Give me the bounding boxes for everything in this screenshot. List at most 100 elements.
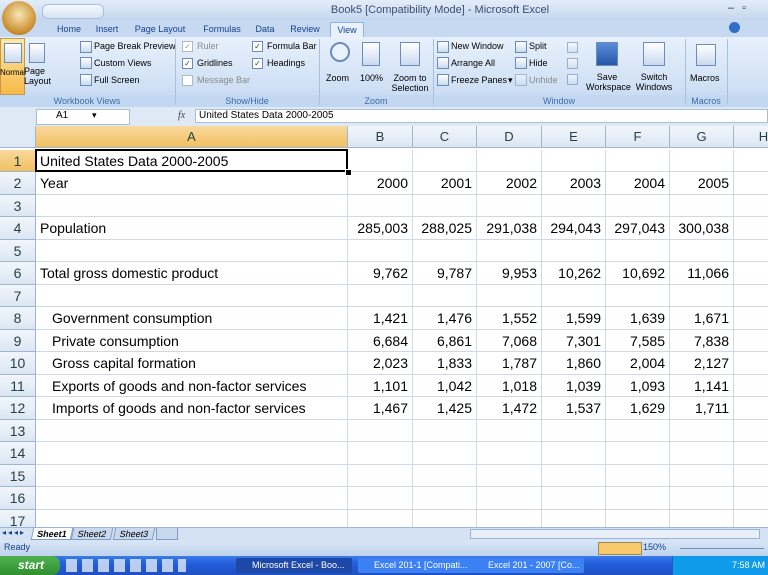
fx-label[interactable]: fx bbox=[178, 110, 186, 121]
cell[interactable]: Government consumption bbox=[36, 307, 348, 330]
column-header[interactable]: A bbox=[36, 126, 348, 148]
zoom-to-selection[interactable]: Zoom to Selection bbox=[391, 73, 429, 93]
cell[interactable]: 9,762 bbox=[348, 262, 413, 285]
cell[interactable]: 2,023 bbox=[348, 352, 413, 375]
cell[interactable]: 2005 bbox=[670, 172, 734, 195]
cell[interactable]: Imports of goods and non-factor services bbox=[36, 397, 348, 420]
cell[interactable] bbox=[36, 509, 348, 527]
cell[interactable] bbox=[734, 510, 768, 527]
column-header[interactable]: C bbox=[413, 126, 477, 148]
cell[interactable]: 294,043 bbox=[542, 217, 606, 240]
switch-windows[interactable]: Switch Windows bbox=[635, 72, 673, 92]
cell[interactable]: 1,711 bbox=[670, 397, 734, 420]
cell[interactable]: 1,671 bbox=[670, 307, 734, 330]
zoom-slider[interactable] bbox=[680, 548, 764, 549]
cell[interactable]: 7,068 bbox=[477, 329, 542, 353]
sheet-tab[interactable]: Sheet2 bbox=[70, 528, 114, 540]
checkbox-label[interactable]: Formula Bar bbox=[267, 41, 317, 51]
cell[interactable] bbox=[413, 194, 477, 218]
cell[interactable] bbox=[542, 419, 606, 443]
row-header[interactable]: 14 bbox=[0, 442, 36, 465]
cell[interactable] bbox=[606, 442, 670, 465]
quick-launch[interactable] bbox=[66, 559, 186, 572]
name-box[interactable] bbox=[36, 109, 130, 125]
cell[interactable]: 300,038 bbox=[670, 217, 734, 240]
checkbox[interactable]: ✓ bbox=[182, 58, 193, 69]
cell[interactable] bbox=[734, 262, 768, 285]
cell[interactable] bbox=[734, 195, 768, 218]
cell[interactable] bbox=[477, 149, 542, 173]
cell[interactable]: 2003 bbox=[542, 172, 606, 195]
cell[interactable]: 7,301 bbox=[542, 329, 606, 353]
cell[interactable] bbox=[670, 239, 734, 263]
cell[interactable] bbox=[734, 330, 768, 353]
cell[interactable]: 6,684 bbox=[348, 329, 413, 353]
tab-scroll-buttons[interactable]: ◂◂◂▸ bbox=[2, 528, 27, 537]
cell[interactable]: 1,042 bbox=[413, 374, 477, 398]
quick-access[interactable] bbox=[42, 4, 104, 19]
cell[interactable]: Total gross domestic product bbox=[36, 262, 348, 285]
cell[interactable] bbox=[542, 284, 606, 308]
new-sheet-tab[interactable] bbox=[156, 528, 178, 540]
cell[interactable]: Gross capital formation bbox=[36, 352, 348, 375]
cell[interactable] bbox=[542, 149, 606, 173]
normal-label[interactable]: Normal bbox=[0, 68, 26, 77]
help-icon[interactable] bbox=[729, 22, 740, 33]
cell[interactable] bbox=[413, 419, 477, 443]
cell[interactable] bbox=[348, 487, 413, 510]
cell[interactable] bbox=[413, 239, 477, 263]
cell[interactable]: 9,787 bbox=[413, 262, 477, 285]
cell[interactable] bbox=[348, 442, 413, 465]
cell[interactable]: 1,833 bbox=[413, 352, 477, 375]
cell[interactable] bbox=[542, 194, 606, 218]
cell[interactable]: 1,629 bbox=[606, 397, 670, 420]
freeze-panes[interactable]: Freeze Panes bbox=[451, 75, 508, 85]
cell[interactable]: 1,141 bbox=[670, 374, 734, 398]
row-header[interactable]: 2 bbox=[0, 172, 36, 195]
cell[interactable]: 1,472 bbox=[477, 397, 542, 420]
cell[interactable]: 11,066 bbox=[670, 262, 734, 285]
column-header[interactable]: H bbox=[734, 126, 768, 148]
cell[interactable]: 9,953 bbox=[477, 262, 542, 285]
cell[interactable]: 1,018 bbox=[477, 374, 542, 398]
cell[interactable]: 1,101 bbox=[348, 374, 413, 398]
row-header[interactable]: 6 bbox=[0, 262, 36, 285]
row-header[interactable]: 7 bbox=[0, 284, 36, 308]
save-workspace[interactable]: Save Workspace bbox=[586, 72, 631, 92]
column-header[interactable]: B bbox=[348, 126, 413, 148]
cell[interactable] bbox=[477, 509, 542, 527]
cell[interactable] bbox=[348, 239, 413, 263]
ribbon-tab[interactable]: Data bbox=[255, 24, 275, 34]
ribbon-tab[interactable]: Page Layout bbox=[134, 24, 186, 34]
macros-button[interactable]: Macros bbox=[690, 73, 720, 83]
cell[interactable] bbox=[670, 419, 734, 443]
row-header[interactable]: 17 bbox=[0, 509, 36, 527]
checkbox[interactable]: ✓ bbox=[182, 41, 193, 52]
checkbox[interactable] bbox=[182, 75, 193, 86]
cell[interactable] bbox=[413, 442, 477, 465]
row-header[interactable]: 9 bbox=[0, 329, 36, 353]
cell[interactable] bbox=[348, 419, 413, 443]
cell[interactable] bbox=[348, 149, 413, 173]
cell[interactable] bbox=[477, 194, 542, 218]
split[interactable]: Split bbox=[529, 41, 547, 51]
cell[interactable] bbox=[670, 442, 734, 465]
cell[interactable] bbox=[542, 464, 606, 488]
cell[interactable] bbox=[606, 284, 670, 308]
row-header[interactable]: 15 bbox=[0, 464, 36, 488]
cell[interactable]: 1,639 bbox=[606, 307, 670, 330]
cell[interactable] bbox=[606, 239, 670, 263]
cell[interactable]: 285,003 bbox=[348, 217, 413, 240]
cell[interactable]: Population bbox=[36, 217, 348, 240]
column-header[interactable]: F bbox=[606, 126, 670, 148]
sheet-tab[interactable]: Sheet3 bbox=[112, 528, 156, 540]
cell[interactable] bbox=[36, 239, 348, 263]
hundred-button[interactable]: 100% bbox=[360, 73, 384, 83]
row-header[interactable]: 1 bbox=[0, 149, 36, 173]
zoom-level[interactable]: 150% bbox=[643, 542, 667, 552]
zoom-button[interactable]: Zoom bbox=[326, 73, 350, 83]
cell[interactable]: 10,692 bbox=[606, 262, 670, 285]
cell[interactable]: 1,421 bbox=[348, 307, 413, 330]
cell[interactable] bbox=[542, 239, 606, 263]
office-button[interactable] bbox=[2, 1, 36, 35]
